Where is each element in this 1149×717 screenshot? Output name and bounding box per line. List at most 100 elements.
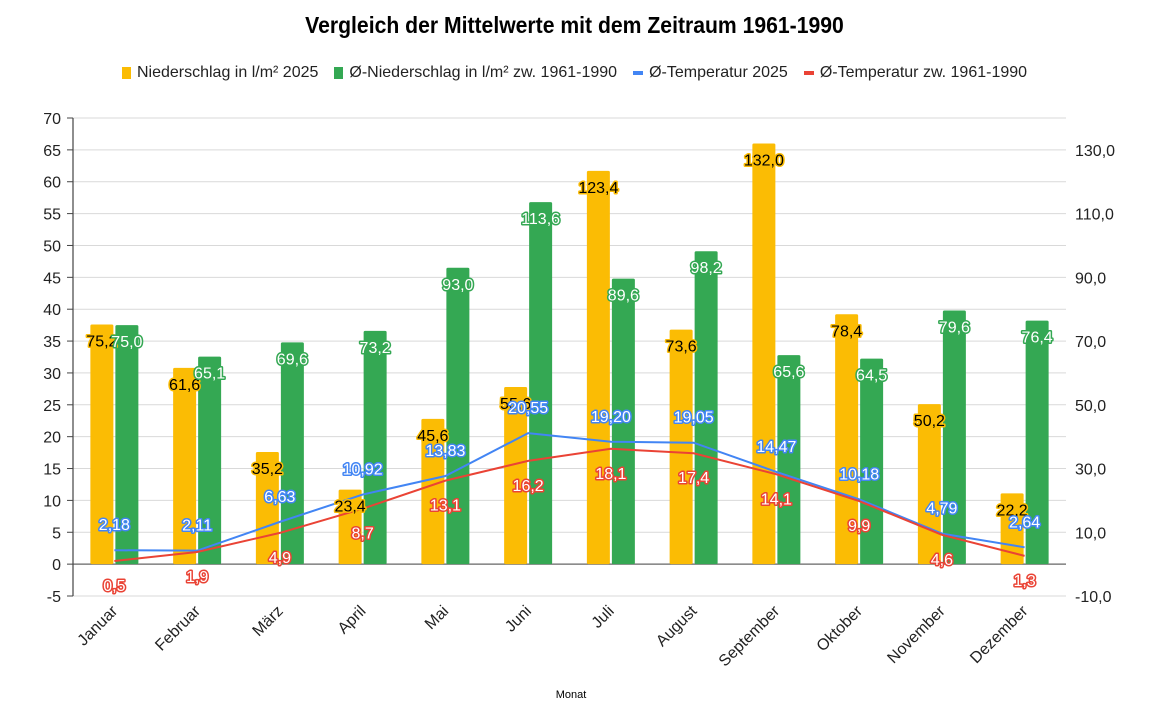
data-label-temp-2025: 19,05 [674, 410, 714, 427]
lines-layer [114, 432, 1025, 562]
left-tick-label: 55 [43, 207, 61, 224]
data-label-precip-2025: 35,2 [252, 461, 283, 478]
bar-precip-1961-1990[interactable] [777, 355, 801, 565]
data-label-precip-2025: 75,2 [86, 333, 117, 350]
data-label-temp-1961-1990: 17,4 [678, 470, 709, 487]
left-tick-label: -5 [47, 589, 61, 606]
data-label-temp-1961-1990: 0,5 [103, 578, 125, 595]
bar-precip-1961-1990[interactable] [611, 278, 635, 565]
left-tick-label: 40 [43, 302, 61, 319]
right-tick-label: 70,0 [1075, 334, 1106, 351]
right-tick-label: 10,0 [1075, 525, 1106, 542]
data-label-precip-2025: 61,6 [169, 377, 200, 394]
data-label-temp-1961-1990: 1,3 [1014, 573, 1036, 590]
x-tick-label: März [250, 603, 287, 640]
data-label-temp-2025: 20,55 [508, 400, 548, 417]
data-label-temp-1961-1990: 4,9 [269, 550, 291, 567]
left-tick-label: 10 [43, 493, 61, 510]
bar-precip-2025[interactable] [835, 314, 859, 565]
x-tick-label: Juli [589, 603, 618, 632]
bar-precip-1961-1990[interactable] [280, 342, 304, 565]
data-label-temp-2025: 4,79 [926, 501, 957, 518]
data-label-precip-1961-1990: 76,4 [1022, 330, 1053, 347]
bar-precip-2025[interactable] [917, 404, 941, 565]
x-tick-label: April [335, 603, 370, 638]
labels-layer: 75,2 61,6 35,2 23,4 45,6 55,6 123,4 73,6 132,0 78… [85, 151, 1054, 596]
data-label-temp-1961-1990: 18,1 [595, 466, 626, 483]
x-tick-label: Mai [422, 603, 452, 633]
left-tick-label: 15 [43, 462, 61, 479]
bar-precip-1961-1990[interactable] [529, 202, 553, 565]
legend-swatch-temp-2025 [633, 71, 644, 75]
bar-precip-1961-1990[interactable] [198, 356, 222, 565]
bar-precip-2025[interactable] [90, 324, 114, 565]
grid-layer [73, 117, 1066, 597]
chart-title: Vergleich der Mittelwerte mit dem Zeitra… [305, 12, 844, 38]
bar-precip-2025[interactable] [173, 367, 197, 565]
legend: Niederschlag in l/m² 2025 Ø-Niederschlag… [0, 64, 1149, 82]
bar-precip-2025[interactable] [586, 170, 610, 565]
bar-precip-1961-1990[interactable] [446, 267, 470, 565]
data-label-precip-2025: 73,6 [666, 339, 697, 356]
right-tick-label: 110,0 [1075, 207, 1114, 224]
legend-swatch-precip-1961-1990 [334, 67, 344, 79]
data-label-temp-2025: 10,18 [839, 466, 879, 483]
left-tick-label: 20 [43, 430, 61, 447]
data-label-temp-2025: 13,83 [425, 443, 465, 460]
legend-label: Ø-Temperatur 2025 [649, 64, 788, 81]
legend-label: Ø-Niederschlag in l/m² zw. 1961-1990 [349, 64, 618, 81]
bar-precip-1961-1990[interactable] [860, 358, 884, 565]
left-tick-label: 45 [43, 270, 61, 287]
line-temp-2025[interactable] [114, 432, 1025, 552]
legend-label: Ø-Temperatur zw. 1961-1990 [819, 64, 1028, 81]
left-tick-label: 5 [52, 525, 61, 542]
line-temp-1961-1990[interactable] [114, 447, 1025, 562]
left-tick-label: 50 [43, 238, 61, 255]
legend-item-temp-2025[interactable]: Ø-Temperatur 2025 [633, 64, 788, 82]
bar-precip-2025[interactable] [504, 386, 528, 565]
data-label-precip-1961-1990: 113,6 [521, 211, 560, 228]
right-tick-label: 90,0 [1075, 270, 1106, 287]
bar-precip-2025[interactable] [421, 418, 445, 565]
left-tick-label: 70 [43, 111, 61, 128]
data-label-precip-2025: 22,2 [997, 502, 1028, 519]
data-label-precip-1961-1990: 79,6 [939, 319, 970, 336]
data-label-precip-2025: 123,4 [578, 180, 618, 197]
bar-precip-1961-1990[interactable] [694, 251, 718, 565]
x-tick-label: September [716, 602, 784, 670]
data-label-precip-2025: 55,6 [500, 396, 531, 413]
bar-precip-2025[interactable] [255, 451, 279, 565]
bar-precip-2025[interactable] [338, 489, 362, 565]
data-label-precip-2025: 45,6 [417, 428, 448, 445]
bar-precip-1961-1990[interactable] [1025, 320, 1049, 565]
data-label-temp-2025: 14,47 [756, 439, 796, 456]
right-tick-label: 130,0 [1075, 143, 1115, 160]
legend-item-temp-1961-1990[interactable]: Ø-Temperatur zw. 1961-1990 [803, 64, 1028, 82]
data-label-precip-1961-1990: 98,2 [691, 260, 722, 277]
data-label-temp-1961-1990: 8,7 [352, 526, 374, 543]
data-label-temp-2025: 2,11 [182, 518, 212, 535]
data-label-temp-1961-1990: 13,1 [430, 498, 461, 515]
right-tick-label: 50,0 [1075, 398, 1106, 415]
x-tick-label: Oktober [814, 602, 867, 655]
bar-precip-1961-1990[interactable] [942, 310, 966, 565]
left-tick-label: 65 [43, 143, 61, 160]
bar-precip-2025[interactable] [752, 143, 776, 565]
x-tick-label: Februar [152, 602, 204, 654]
data-label-precip-2025: 50,2 [914, 413, 945, 430]
data-label-precip-1961-1990: 75,0 [111, 334, 142, 351]
data-label-temp-2025: 10,92 [343, 462, 383, 479]
bar-precip-2025[interactable] [669, 329, 693, 565]
x-tick-label: August [653, 602, 701, 650]
bar-precip-1961-1990[interactable] [115, 325, 139, 565]
data-label-precip-1961-1990: 65,1 [194, 366, 225, 383]
legend-item-precip-2025[interactable]: Niederschlag in l/m² 2025 [121, 64, 318, 82]
data-label-temp-2025: 6,63 [264, 489, 295, 506]
legend-item-precip-1961-1990[interactable]: Ø-Niederschlag in l/m² zw. 1961-1990 [334, 64, 617, 82]
data-label-precip-1961-1990: 64,5 [856, 368, 887, 385]
bars-layer [90, 143, 1049, 565]
legend-swatch-temp-1961-1990 [803, 71, 814, 75]
data-label-precip-1961-1990: 73,2 [360, 340, 391, 357]
x-tick-label: November [884, 602, 949, 667]
